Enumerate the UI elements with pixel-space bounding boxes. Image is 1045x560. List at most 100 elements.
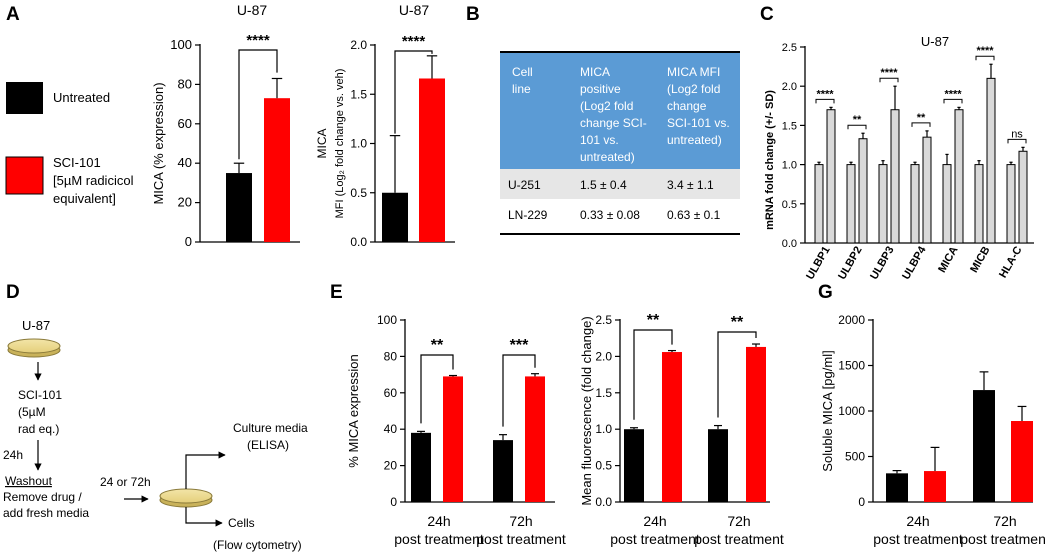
table-header-cell: SCI-101 vs. [667,116,730,130]
diagram-washout: Washout [5,474,53,488]
petri-dish-icon [7,338,61,358]
x-tick-label: MICA [936,244,960,274]
x-tick-label: MICB [968,244,992,274]
y-tick-label: 0 [858,495,865,509]
table-cell: 1.5 ± 0.4 [580,178,627,192]
table-header-cell: change [667,99,707,113]
legend-sci101-label: SCI-101 [53,155,101,170]
y-axis-label: mRNA fold change (+/- SD) [764,90,776,230]
table-header-cell: (Log2 fold [580,99,633,113]
y-tick-label: 0.0 [350,235,367,249]
significance-bracket [420,354,454,424]
bar [382,192,408,242]
y-tick-label: 80 [178,76,192,91]
significance-bracket [502,354,536,427]
y-tick-label: 100 [377,313,397,327]
table-header-cell: MICA [580,65,610,79]
table-header-cell: untreated) [667,133,722,147]
diagram-washout-desc: add fresh media [3,506,89,520]
legend-sci101-label-2: [5µM radicicol [53,173,134,188]
panel-label-a: A [6,4,20,25]
diagram-washout-desc: Remove drug / [3,490,82,504]
panel-label-d: D [6,282,20,303]
y-tick-label: 20 [178,195,192,210]
bar [890,109,900,244]
table-cell: U-251 [508,178,541,192]
y-tick-label: 1500 [838,359,865,373]
significance-bracket [975,55,995,61]
y-axis-label: Mean fluorescence (fold change) [579,316,594,505]
significance-bracket [879,77,899,83]
diagram-treatment: (5µM [18,405,46,419]
bar [942,164,952,244]
significance-bracket [394,50,433,134]
significance-label: ** [431,337,444,354]
table-cell: 0.63 ± 0.1 [667,208,721,222]
significance-bracket [815,98,835,104]
table-header-cell: change SCI- [580,116,647,130]
y-tick-label: 2000 [838,313,865,327]
significance-label: ** [853,114,862,126]
diagram-time-24-72h: 24 or 72h [100,475,151,489]
panel-label-g: G [818,282,833,303]
bar [973,390,995,502]
bar [858,138,868,244]
y-tick-label: 1.5 [350,87,367,101]
table-header-cell: (Log2 fold [667,82,720,96]
significance-label: ** [917,112,926,124]
y-tick-label: 0.5 [350,186,367,200]
y-tick-label: 60 [178,116,192,131]
y-tick-label: 100 [170,37,192,52]
bar [974,164,984,244]
significance-label: **** [816,88,834,100]
significance-bracket [1007,138,1027,144]
y-tick-label: 1.0 [350,137,367,151]
significance-bracket [847,124,867,130]
significance-label: *** [510,337,529,354]
significance-label: **** [976,45,994,57]
bar [910,164,920,244]
bar [1006,164,1016,244]
bar [954,109,964,244]
y-tick-label: 0 [390,495,397,509]
y-tick-label: 2.0 [350,38,367,52]
x-tick-label: 24h [643,513,666,529]
y-tick-label: 2.0 [782,81,797,93]
x-tick-sublabel: post treatment [873,531,963,547]
table-cell: LN-229 [508,208,548,222]
table-header-bg [500,52,740,169]
y-tick-label: 500 [845,450,865,464]
bar [986,77,996,244]
significance-label: ** [647,312,660,329]
bar [226,173,252,242]
diagram-time-24h: 24h [3,448,23,462]
significance-label: **** [402,33,426,50]
y-tick-label: 0 [185,234,192,249]
significance-bracket [717,331,757,418]
bar [525,376,545,502]
bar [419,78,445,243]
bar [826,109,836,244]
significance-label: ** [731,314,744,331]
bar [878,164,888,244]
bar [924,471,946,502]
table-cell: 0.33 ± 0.08 [580,208,640,222]
x-tick-label: 24h [427,513,450,529]
table-header-cell: MICA MFI [667,65,720,79]
y-axis-label: MICA (% expression) [151,82,166,204]
y-tick-label: 20 [384,459,398,473]
table-header-cell: 101 vs. [580,133,619,147]
bar [886,473,908,502]
bar [493,440,513,502]
y-tick-label: 2.5 [595,313,612,327]
significance-label: **** [246,32,270,49]
y-tick-label: 0.5 [595,459,612,473]
significance-label: ns [1011,128,1023,140]
x-tick-label: ULBP3 [868,245,896,282]
x-tick-sublabel: post treatment [394,531,484,547]
panel-label-c: C [760,4,774,25]
x-tick-label: HLA-C [997,244,1025,280]
